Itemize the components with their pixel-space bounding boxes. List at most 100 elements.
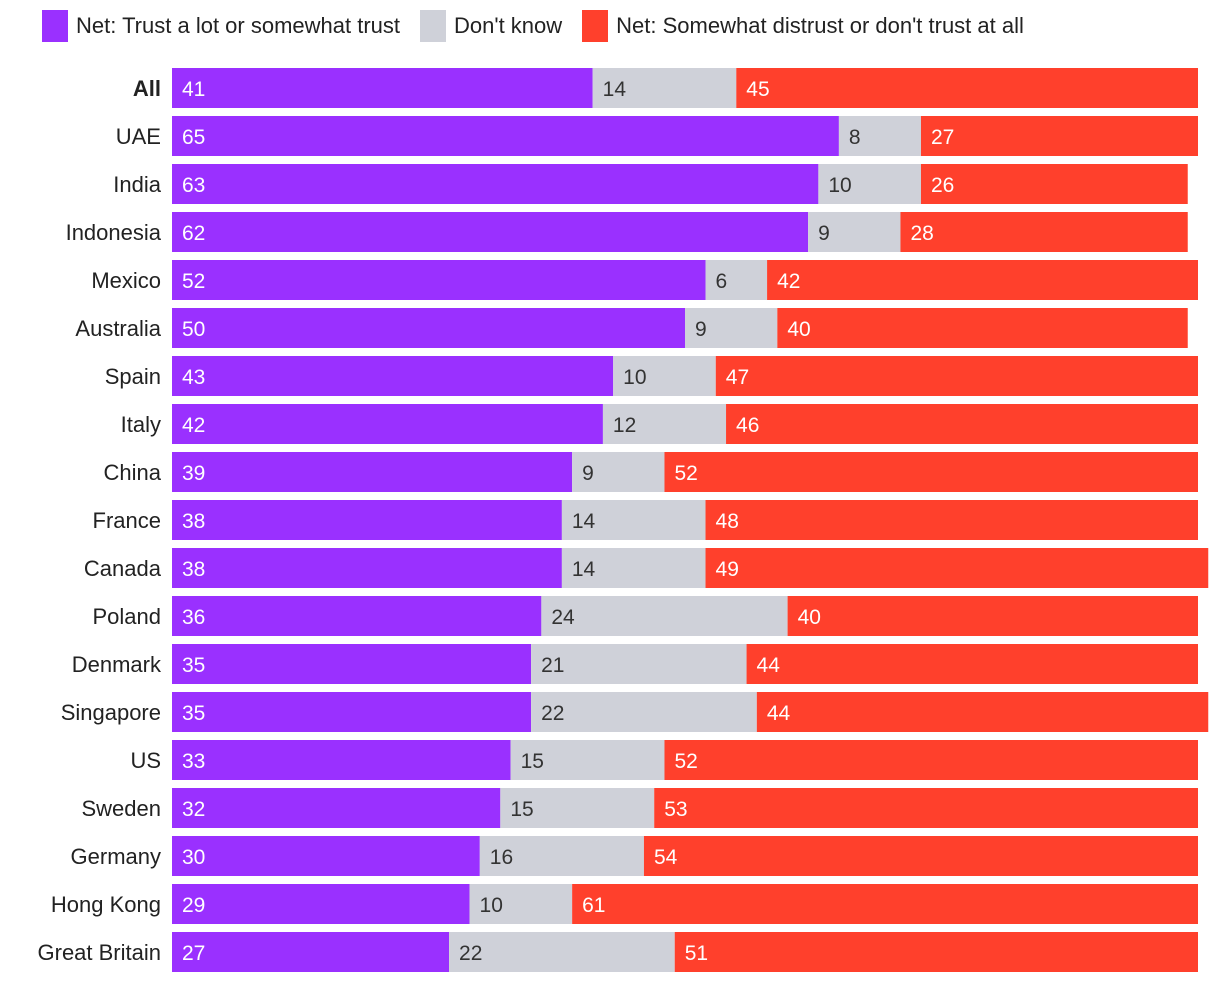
data-label: 54 <box>654 846 678 869</box>
data-label: 40 <box>787 318 810 341</box>
data-label: 21 <box>541 654 564 677</box>
bar-segment-distrust <box>920 116 1198 156</box>
data-label: 47 <box>726 366 749 389</box>
data-label: 44 <box>757 654 781 677</box>
data-label: 30 <box>182 846 205 869</box>
category-label: Poland <box>92 604 161 629</box>
data-label: 44 <box>767 702 791 725</box>
data-label: 10 <box>480 894 503 917</box>
bar-segment-trust <box>172 884 470 924</box>
bar-segment-trust <box>172 356 614 396</box>
category-label: UAE <box>116 124 161 149</box>
data-label: 49 <box>716 558 739 581</box>
data-label: 9 <box>818 222 830 245</box>
data-label: 62 <box>182 222 205 245</box>
bar-segment-dont-know <box>500 788 655 828</box>
legend: Net: Trust a lot or somewhat trust Don't… <box>42 10 1044 42</box>
data-label: 24 <box>551 606 575 629</box>
data-label: 27 <box>182 942 205 965</box>
data-label: 8 <box>849 126 861 149</box>
data-label: 10 <box>623 366 646 389</box>
legend-item-distrust: Net: Somewhat distrust or don't trust at… <box>582 10 1024 42</box>
bar-segment-distrust <box>674 932 1198 972</box>
data-label: 35 <box>182 702 205 725</box>
bar-segment-trust <box>172 116 839 156</box>
data-label: 28 <box>910 222 933 245</box>
bar-segment-dont-know <box>592 68 737 108</box>
data-label: 14 <box>572 510 596 533</box>
legend-swatch-trust <box>42 10 68 42</box>
bar-segment-dont-know <box>838 116 921 156</box>
data-label: 38 <box>182 510 205 533</box>
legend-swatch-dont-know <box>420 10 447 42</box>
bar-segment-distrust <box>664 740 1198 780</box>
data-label: 26 <box>931 174 954 197</box>
data-label: 27 <box>931 126 954 149</box>
bar-segment-dont-know <box>531 692 757 732</box>
bar-segment-distrust <box>664 452 1198 492</box>
bar-segment-trust <box>172 596 542 636</box>
data-label: 16 <box>490 846 513 869</box>
data-label: 22 <box>459 942 482 965</box>
data-label: 40 <box>798 606 821 629</box>
data-label: 32 <box>182 798 205 821</box>
bar-segment-distrust <box>787 596 1198 636</box>
data-label: 52 <box>182 270 205 293</box>
bar-segment-distrust <box>756 692 1209 732</box>
data-label: 42 <box>182 414 205 437</box>
data-label: 38 <box>182 558 205 581</box>
category-label: Australia <box>75 316 161 341</box>
bar-segment-distrust <box>705 548 1209 588</box>
legend-label-dont-know: Don't know <box>454 13 563 38</box>
legend-label-trust: Net: Trust a lot or somewhat trust <box>76 13 401 38</box>
bar-segment-dont-know <box>449 932 675 972</box>
bar-segment-trust <box>172 932 450 972</box>
category-label: Canada <box>84 556 162 581</box>
bar-segment-distrust <box>767 260 1198 300</box>
category-label: Spain <box>105 364 161 389</box>
bar-segment-trust <box>172 164 819 204</box>
category-label: Germany <box>71 844 161 869</box>
bar-segment-distrust <box>715 356 1198 396</box>
category-label: US <box>130 748 161 773</box>
category-label: All <box>133 76 161 101</box>
bar-segment-distrust <box>736 68 1198 108</box>
category-label: Hong Kong <box>51 892 161 917</box>
category-label: India <box>113 172 161 197</box>
data-label: 35 <box>182 654 205 677</box>
bar-segment-trust <box>172 308 685 348</box>
bar-segment-distrust <box>643 836 1198 876</box>
bar-segment-dont-know <box>479 836 644 876</box>
data-label: 52 <box>674 750 697 773</box>
data-label: 51 <box>685 942 708 965</box>
data-label: 14 <box>603 78 627 101</box>
legend-item-trust: Net: Trust a lot or somewhat trust <box>42 10 400 42</box>
data-label: 48 <box>716 510 739 533</box>
bar-segment-dont-know <box>818 164 921 204</box>
category-label: Denmark <box>72 652 162 677</box>
data-label: 12 <box>613 414 636 437</box>
data-label: 52 <box>674 462 697 485</box>
bar-segment-trust <box>172 260 706 300</box>
bar-segment-dont-know <box>469 884 573 924</box>
data-label: 36 <box>182 606 205 629</box>
bar-segment-dont-know <box>685 308 778 348</box>
bar-segment-dont-know <box>572 452 665 492</box>
bar-segment-distrust <box>572 884 1198 924</box>
data-label: 43 <box>182 366 205 389</box>
bar-segment-trust <box>172 836 480 876</box>
bar-segment-dont-know <box>510 740 665 780</box>
category-label: Indonesia <box>66 220 162 245</box>
bar-segment-trust <box>172 548 562 588</box>
bar-segment-dont-know <box>561 500 706 540</box>
bar-segment-trust <box>172 500 562 540</box>
data-label: 15 <box>521 750 544 773</box>
bar-segment-distrust <box>705 500 1198 540</box>
bar-segment-trust <box>172 740 511 780</box>
bar-segment-trust <box>172 644 532 684</box>
legend-swatch-distrust <box>582 10 609 42</box>
category-label: Sweden <box>81 796 161 821</box>
bar-segment-distrust <box>654 788 1198 828</box>
